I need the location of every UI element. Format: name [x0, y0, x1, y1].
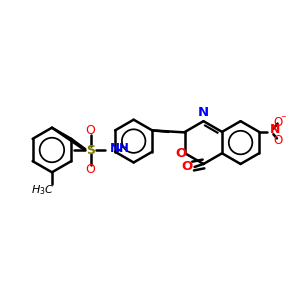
- Text: N: N: [198, 106, 209, 119]
- Text: O: O: [85, 164, 95, 176]
- Text: N: N: [269, 123, 280, 136]
- Text: S: S: [86, 143, 95, 157]
- Text: O: O: [274, 134, 283, 147]
- Text: $H_3C$: $H_3C$: [31, 183, 54, 197]
- Text: O: O: [182, 160, 193, 173]
- Text: O: O: [274, 116, 283, 129]
- Text: O: O: [85, 124, 95, 136]
- Text: $^-$: $^-$: [279, 114, 288, 124]
- Text: NH: NH: [110, 142, 130, 155]
- Text: $^+$: $^+$: [271, 123, 278, 132]
- Text: O: O: [176, 147, 187, 160]
